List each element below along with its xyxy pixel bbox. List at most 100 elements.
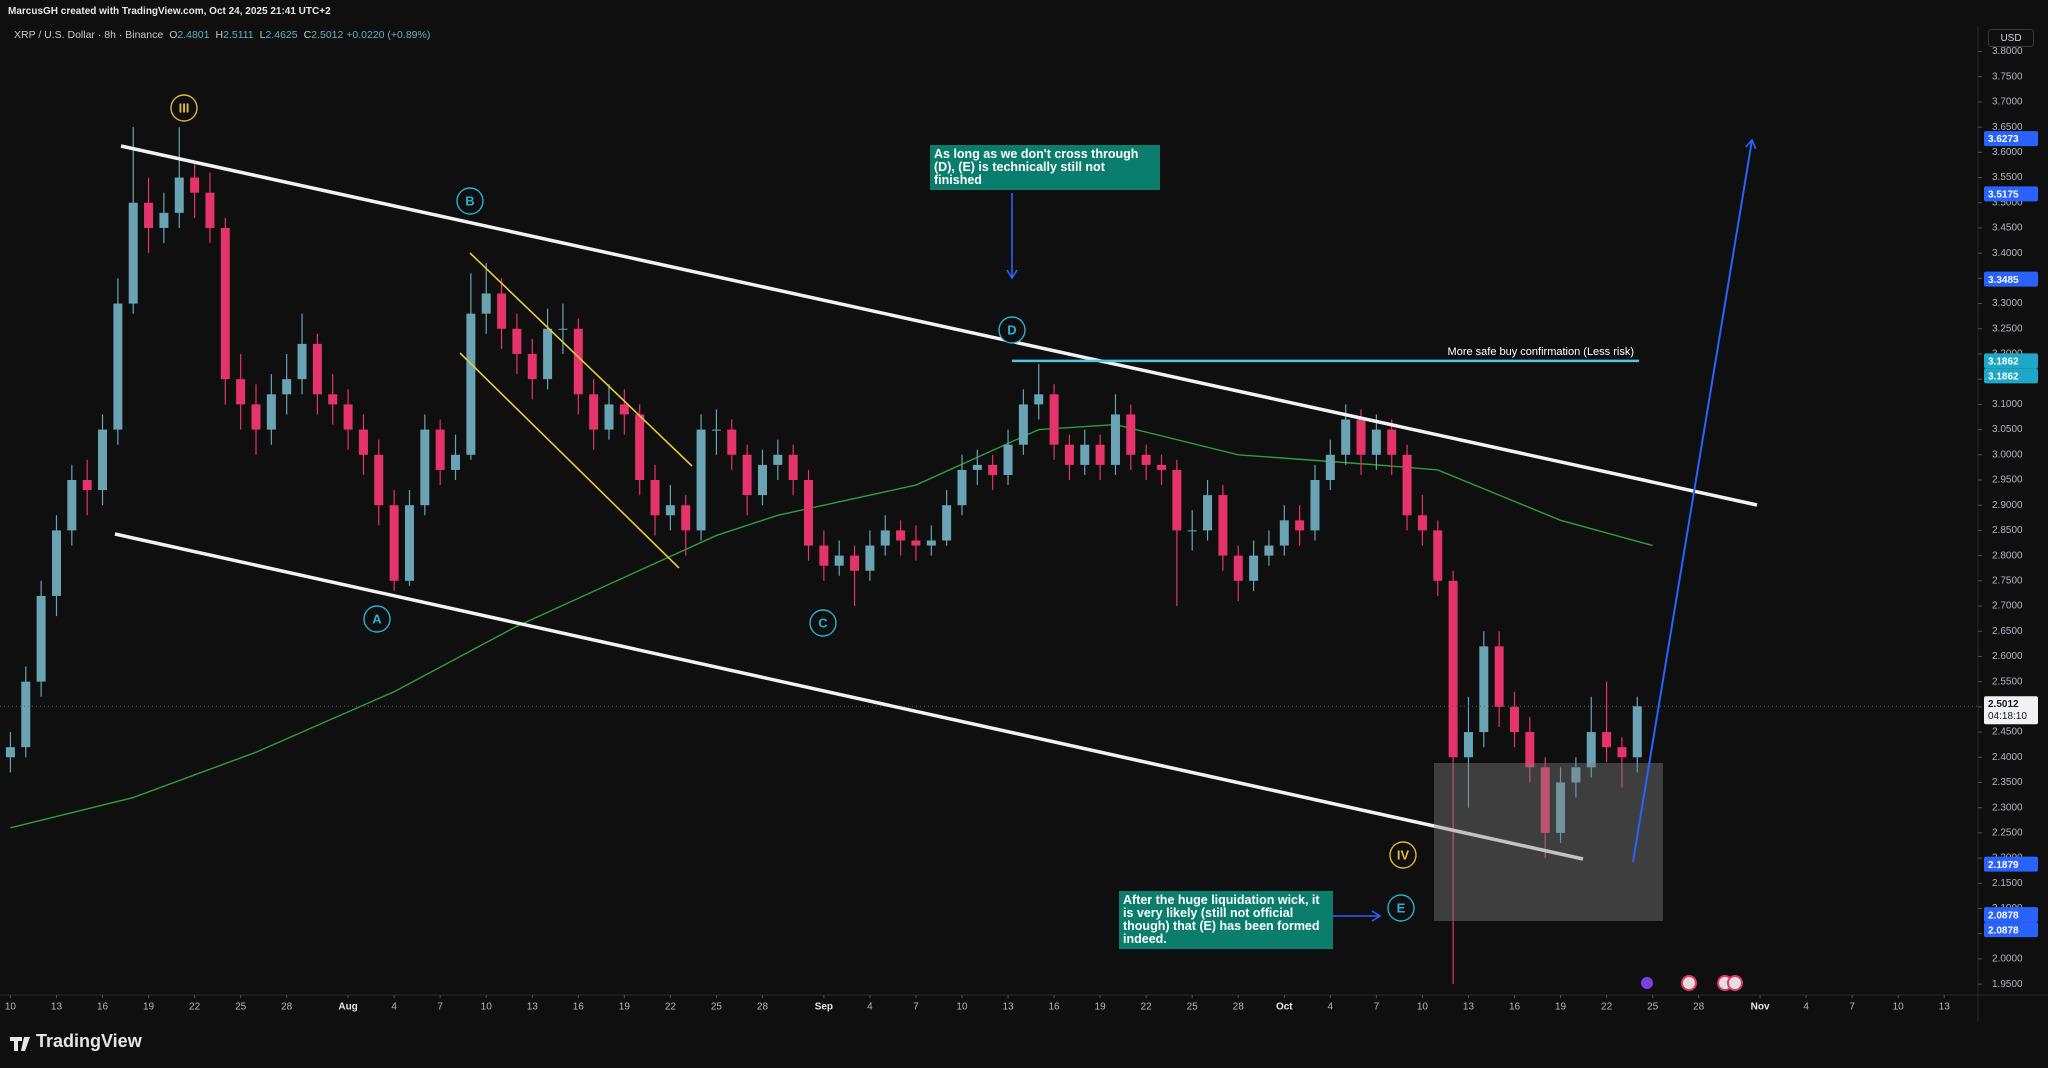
candle-body [251, 404, 261, 430]
x-tick-label: 13 [1939, 1002, 1951, 1013]
y-tick-label: 3.4000 [1992, 248, 2023, 259]
candle-body [512, 328, 522, 354]
price-marker-label: 3.3485 [1988, 275, 2019, 286]
x-tick-label: 13 [51, 1002, 63, 1013]
candle-body [558, 328, 568, 330]
candle-body [1279, 520, 1289, 546]
yellow-channel-upper [469, 252, 693, 467]
candle-body [1049, 394, 1059, 445]
x-tick-label: 10 [1417, 1002, 1429, 1013]
x-tick-label: Nov [1751, 1002, 1770, 1013]
currency-button[interactable]: USD [1988, 29, 2034, 47]
candle-body [481, 293, 491, 314]
candle-body [1586, 732, 1596, 768]
price-marker [1984, 131, 2038, 147]
candle-body [1479, 646, 1489, 733]
candle-body [1141, 454, 1151, 465]
price-marker-label: 3.1862 [1988, 357, 2019, 368]
x-tick-label: 22 [1141, 1002, 1153, 1013]
candle-body [190, 177, 200, 193]
brand: TradingView [36, 1031, 142, 1051]
wave-label-circle [363, 605, 391, 633]
x-tick-label: 16 [1049, 1002, 1061, 1013]
candle-body [1249, 555, 1259, 581]
candle-body [451, 454, 461, 470]
y-tick-label: 2.5500 [1992, 676, 2023, 687]
candle-body [5, 747, 15, 758]
candle-body [604, 404, 614, 430]
y-tick-label: 2.6000 [1992, 651, 2023, 662]
wave-label-circle [1389, 841, 1417, 869]
candle-body [1571, 767, 1581, 783]
overlays: More safe buy confirmation (Less risk) II… [170, 94, 1639, 922]
x-tick-label: 4 [1328, 1002, 1334, 1013]
y-tick-label: 2.7500 [1992, 575, 2023, 586]
x-tick-label: 25 [1187, 1002, 1199, 1013]
price-marker [1984, 353, 2038, 369]
candle-body [1203, 495, 1213, 531]
plot [0, 127, 1978, 985]
candle-body [1233, 555, 1243, 581]
wave-label: D [1007, 322, 1016, 337]
candle-body [1371, 429, 1381, 455]
candle-body [1187, 530, 1197, 532]
x-tick-label: 7 [437, 1002, 443, 1013]
channel-lower [114, 532, 1584, 861]
candle-body [742, 454, 752, 496]
x-tick-label: 7 [1849, 1002, 1855, 1013]
y-tick-label: 2.6500 [1992, 626, 2023, 637]
x-tick-label: 10 [956, 1002, 968, 1013]
symbol-title: XRP / U.S. Dollar · 8h · Binance [14, 29, 164, 41]
logo [10, 1037, 30, 1051]
readout-key: H [215, 29, 224, 41]
x-tick-label: 25 [235, 1002, 247, 1013]
candle-body [988, 464, 998, 475]
candle-body [804, 480, 814, 546]
candle-body [527, 353, 537, 380]
readout-key: C [303, 29, 312, 41]
x-tick-label: 16 [97, 1002, 109, 1013]
x-tick-label: 16 [1509, 1002, 1521, 1013]
candle-body [220, 227, 230, 380]
y-tick-label: 3.5500 [1992, 172, 2023, 183]
y-tick-label: 2.8000 [1992, 550, 2023, 561]
y-tick-label: 2.4500 [1992, 727, 2023, 738]
candle-body [1356, 419, 1366, 455]
level-label: More safe buy confirmation (Less risk) [1448, 346, 1634, 358]
candle-body [1494, 646, 1504, 707]
candle-body [1556, 782, 1566, 833]
x-tick-label: 4 [391, 1002, 397, 1013]
x-tick-label: Aug [338, 1002, 357, 1013]
candle-body [696, 429, 706, 531]
x-tick-label: 7 [913, 1002, 919, 1013]
event-icon [1641, 977, 1653, 989]
x-tick-label: 25 [1647, 1002, 1659, 1013]
candle-body [865, 545, 875, 571]
candle-body [911, 540, 921, 546]
candle-body [1448, 580, 1458, 758]
candle-body [1632, 706, 1642, 758]
symbol-header: XRP / U.S. Dollar · 8h · Binance O2.4801 H… [14, 29, 430, 41]
candle-body [21, 681, 31, 748]
price-marker-label: 3.1862 [1988, 372, 2019, 383]
candle-body [589, 394, 599, 430]
candle-body [82, 480, 92, 491]
candle-body [850, 555, 860, 571]
y-tick-label: 2.0000 [1992, 954, 2023, 965]
candle-body [1325, 454, 1335, 481]
candle-body [144, 202, 154, 228]
candle-body [374, 454, 384, 506]
candle-body [543, 328, 553, 380]
change: +0.0220 (+0.89%) [346, 29, 431, 41]
y-tick-label: 3.0000 [1992, 449, 2023, 460]
x-tick-label: 4 [867, 1002, 873, 1013]
channel-upper [120, 144, 1758, 507]
y-tick-label: 2.9000 [1992, 500, 2023, 511]
readout-key: O [169, 29, 178, 41]
candle-body [1110, 414, 1120, 465]
x-tick-label: 10 [1893, 1002, 1905, 1013]
candle-body [942, 505, 952, 541]
candle-body [880, 530, 890, 546]
